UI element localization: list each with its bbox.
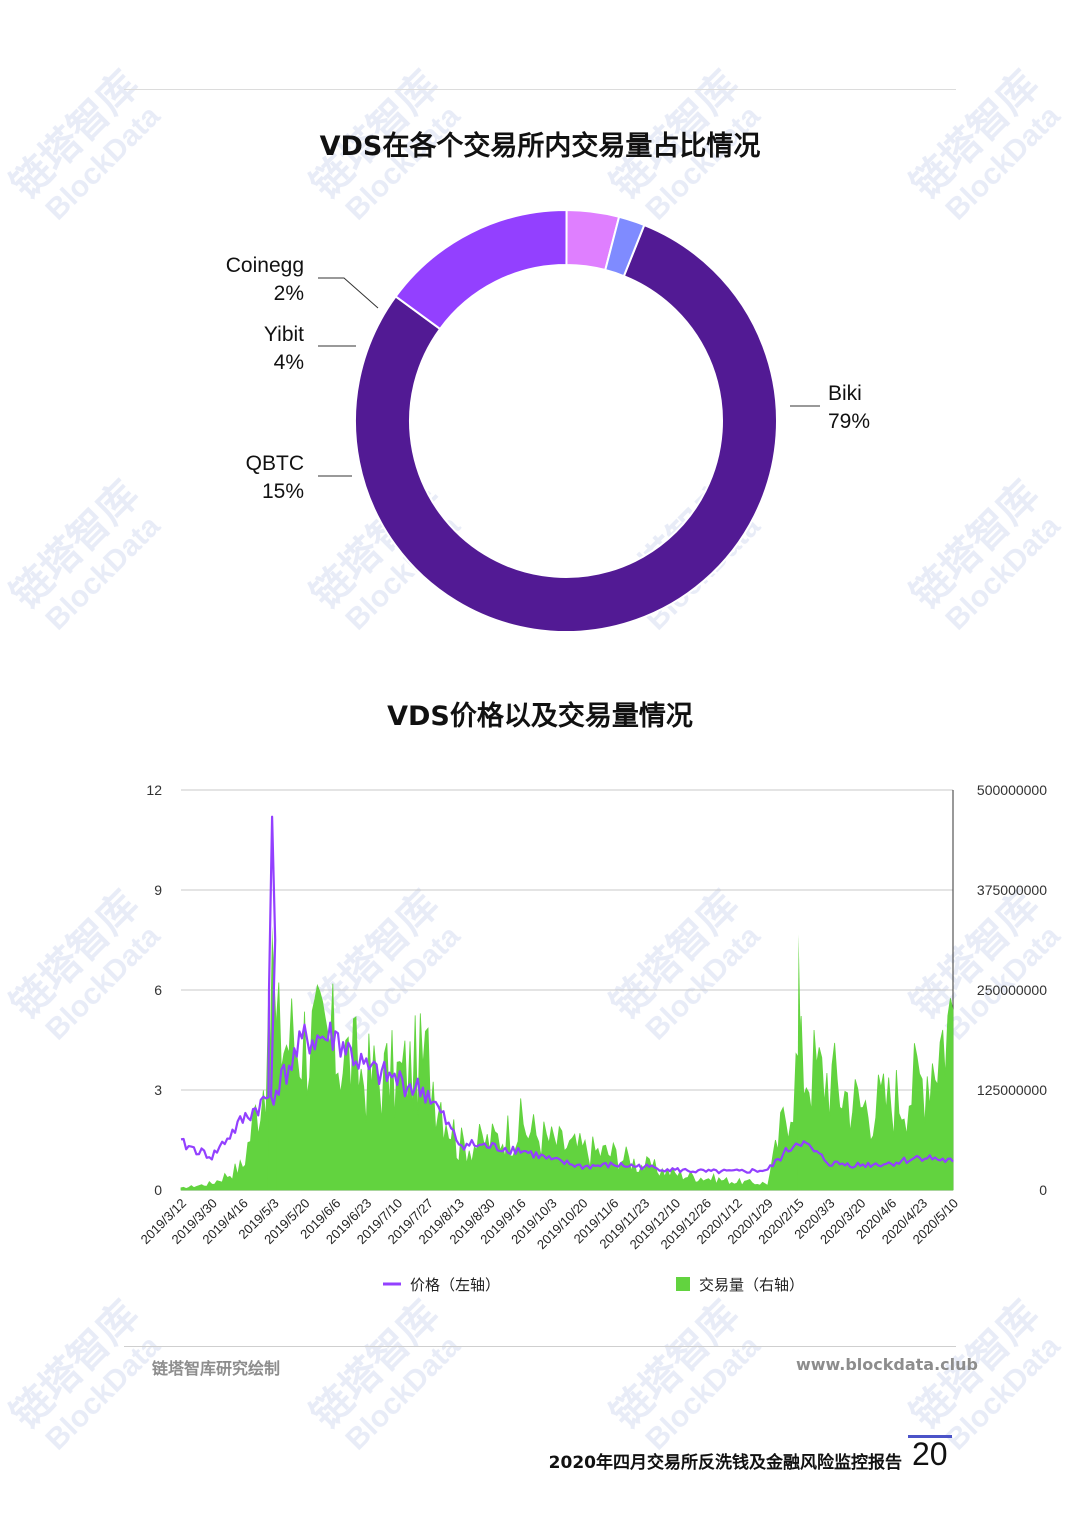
page-accent-bar	[908, 1435, 952, 1438]
right-axis-tick: 500000000	[977, 782, 1047, 798]
slice-name-label: Yibit	[264, 323, 304, 346]
donut-slice-coinegg	[604, 215, 646, 278]
top-divider	[124, 89, 956, 90]
donut-slice-biki	[354, 223, 778, 633]
donut-chart: Biki 79% QBTC 15% Yibit 4% Coinegg 2%	[226, 208, 870, 633]
left-axis-tick: 9	[154, 882, 162, 898]
slice-name-label: QBTC	[246, 452, 304, 475]
volume-area	[180, 982, 954, 1191]
watermark-en: BlockData	[40, 1329, 167, 1456]
price-line	[180, 815, 954, 1175]
left-axis-tick: 12	[146, 782, 162, 798]
footer-divider	[124, 1346, 956, 1347]
legend-swatch-volume	[676, 1277, 690, 1291]
watermark-en: BlockData	[940, 1329, 1067, 1456]
slice-name-label: Coinegg	[226, 254, 304, 277]
right-axis-tick: 250000000	[977, 982, 1047, 998]
donut-chart-title: VDS在各个交易所内交易量占比情况	[319, 131, 761, 162]
slice-pct-label: 2%	[274, 282, 304, 305]
slice-pct-label: 79%	[828, 410, 870, 433]
price-volume-chart-title: VDS价格以及交易量情况	[387, 701, 693, 732]
website-link[interactable]: www.blockdata.club	[795, 1355, 978, 1374]
slice-pct-label: 4%	[274, 351, 304, 374]
volume-spike	[797, 934, 802, 1190]
left-axis-tick: 3	[154, 1082, 162, 1098]
price-volume-chart: 0 0 3 125000000 6 250000000 9 375000000 12 500000…	[138, 782, 1048, 1294]
legend-label-price: 价格（左轴）	[410, 1277, 500, 1294]
report-title: 2020年四月交易所反洗钱及金融风险监控报告	[548, 1453, 902, 1473]
chart-legend: 价格（左轴） 交易量（右轴）	[383, 1276, 804, 1294]
slice-name-label: Biki	[828, 382, 862, 405]
left-axis-tick: 6	[154, 982, 162, 998]
left-axis-tick: 0	[154, 1182, 162, 1198]
legend-label-volume: 交易量（右轴）	[699, 1276, 804, 1294]
watermark-en: BlockData	[640, 1329, 767, 1456]
page-number: 20	[912, 1436, 948, 1472]
watermark-en: BlockData	[340, 1329, 467, 1456]
right-axis-tick: 375000000	[977, 882, 1047, 898]
source-note: 链塔智库研究绘制	[152, 1359, 281, 1378]
right-axis-tick: 125000000	[977, 1082, 1047, 1098]
right-axis-tick: 0	[1039, 1182, 1047, 1198]
leader-line	[318, 277, 379, 309]
slice-pct-label: 15%	[262, 480, 304, 503]
